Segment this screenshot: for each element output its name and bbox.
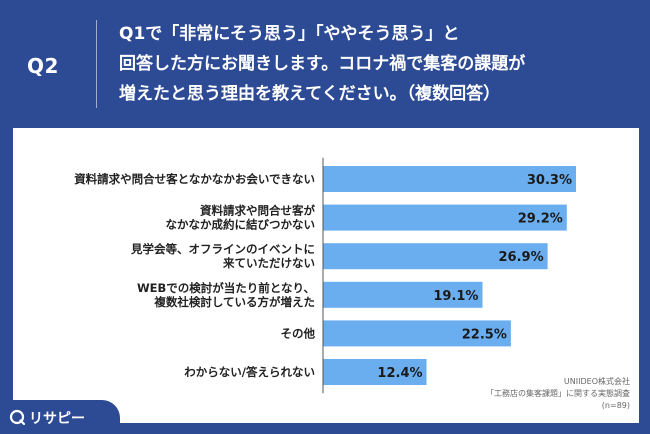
question-line: 回答した方にお聞きします。コロナ禍で集客の課題が <box>119 54 526 74</box>
bar <box>323 243 548 270</box>
bar-value-label: 22.5% <box>462 327 507 342</box>
category-label: WEBでの検討が当たり前となり、 <box>137 281 315 295</box>
bar-value-label: 26.9% <box>499 250 544 265</box>
header: Q2 Q1で「非常にそう思う」「ややそう思う」と 回答した方にお聞きします。コロ… <box>0 0 650 128</box>
bar-value-label: 29.2% <box>518 212 563 227</box>
bar <box>323 204 567 231</box>
category-label: なかなか成約に結びつかない <box>166 218 316 232</box>
bar-value-label: 19.1% <box>433 289 478 304</box>
bars-layer: 30.3% 資料請求や問合せ客となかなかお会いできない 29.2% 資料請求や問合せ客… <box>74 166 576 385</box>
category-label: 複数社検討している方が増えた <box>153 295 315 309</box>
bar <box>323 320 511 347</box>
category-label: わからない/答えられない <box>184 365 315 379</box>
bar <box>323 359 427 385</box>
category-label: その他 <box>281 326 316 340</box>
category-label: 来ていただけない <box>222 256 315 270</box>
brand-name: リサピー <box>29 411 85 427</box>
question-line: 増えたと思う理由を教えてください。（複数回答） <box>119 84 501 104</box>
bar <box>323 281 483 308</box>
question-line: Q1で「非常にそう思う」「ややそう思う」と <box>119 24 460 44</box>
category-label: 資料請求や問合せ客が <box>200 204 315 218</box>
category-label: 見学会等、オフラインのイベントに <box>130 242 315 256</box>
source-company: UNIIDEO株式会社 <box>563 377 630 386</box>
risapy-logo-icon <box>9 409 25 425</box>
brand-logo: リサピー <box>0 400 120 434</box>
bar <box>323 166 576 192</box>
question-text: Q1で「非常にそう思う」「ややそう思う」と 回答した方にお聞きします。コロナ禍で… <box>119 19 629 109</box>
category-label: 資料請求や問合せ客となかなかお会いできない <box>74 172 315 186</box>
sample-size: (n=89) <box>601 401 630 410</box>
source-survey: 「工務店の集客課題」に関する実態調査 <box>486 389 630 398</box>
question-number: Q2 <box>27 54 59 78</box>
bar-value-label: 12.4% <box>377 366 422 381</box>
bar-value-label: 30.3% <box>527 173 572 188</box>
header-divider <box>96 20 97 108</box>
source-footnote: UNIIDEO株式会社 「工務店の集客課題」に関する実態調査 (n=89) <box>390 376 630 412</box>
